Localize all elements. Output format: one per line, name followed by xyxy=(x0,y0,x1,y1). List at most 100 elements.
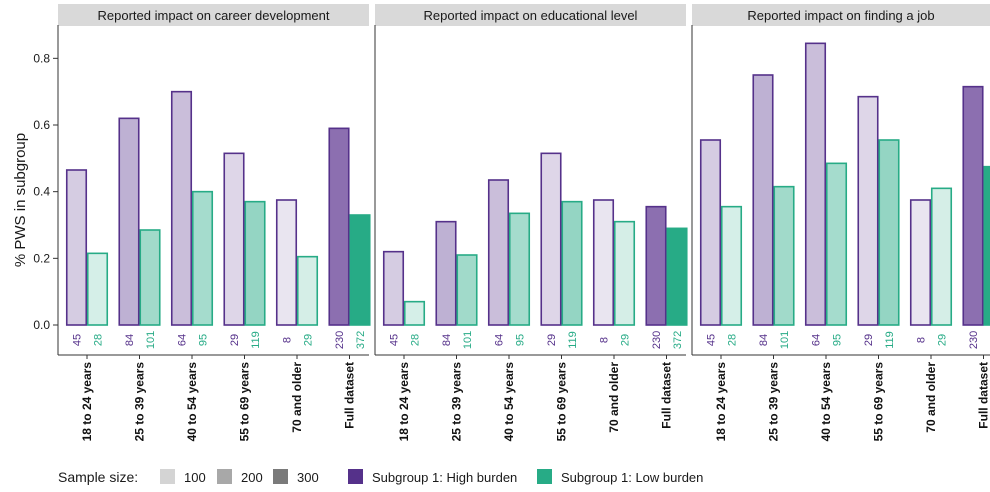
facet-strip xyxy=(692,4,990,26)
sample-size-label: 101 xyxy=(145,331,157,349)
category-label: 40 to 54 years xyxy=(819,362,833,442)
category-label: 25 to 39 years xyxy=(767,362,781,442)
sample-size-label: 29 xyxy=(937,334,949,346)
sample-size-label: 8 xyxy=(282,337,294,343)
category-label: 18 to 24 years xyxy=(80,362,94,442)
category-label: 70 and older xyxy=(607,362,621,433)
sample-size-label: 230 xyxy=(651,331,663,349)
legend-group-label: Subgroup 1: High burden xyxy=(372,470,517,485)
sample-size-label: 29 xyxy=(303,334,315,346)
sample-size-label: 45 xyxy=(389,334,401,346)
category-label: Full dataset xyxy=(660,362,674,429)
sample-size-label: 45 xyxy=(706,334,718,346)
facet-title: Reported impact on career development xyxy=(98,8,330,23)
bar-low-burden xyxy=(983,165,990,326)
bar-high-burden xyxy=(223,152,245,326)
sample-size-label: 119 xyxy=(567,331,579,349)
bar-low-burden xyxy=(773,185,795,326)
sample-size-label: 230 xyxy=(334,331,346,349)
bar-high-burden xyxy=(645,205,667,326)
bar-high-burden xyxy=(170,90,193,326)
bar-low-burden xyxy=(561,200,583,326)
category-label: 40 to 54 years xyxy=(185,362,199,442)
facet-title: Reported impact on educational level xyxy=(424,8,638,23)
legend-size-swatch xyxy=(217,469,232,484)
bar-high-burden xyxy=(275,199,298,326)
bar-high-burden xyxy=(592,199,615,326)
legend-group-label: Subgroup 1: Low burden xyxy=(561,470,703,485)
sample-size-label: 64 xyxy=(177,334,189,346)
sample-size-label: 95 xyxy=(515,334,527,346)
sample-size-label: 95 xyxy=(832,334,844,346)
bar-high-burden xyxy=(752,74,774,326)
y-axis-label: % PWS in subgroup xyxy=(12,133,29,267)
category-label: 18 to 24 years xyxy=(714,362,728,442)
bar-low-burden xyxy=(296,255,319,326)
bar-low-burden xyxy=(720,205,743,326)
sample-size-label: 372 xyxy=(355,331,367,349)
sample-size-label: 8 xyxy=(916,337,928,343)
facet-title: Reported impact on finding a job xyxy=(747,8,934,23)
bar-low-burden xyxy=(878,139,900,326)
category-label: 70 and older xyxy=(290,362,304,433)
facet-strip xyxy=(375,4,686,26)
sample-size-label: 29 xyxy=(229,334,241,346)
legend-size-swatch xyxy=(160,469,175,484)
bar-high-burden xyxy=(487,179,510,326)
bar-high-burden xyxy=(909,199,932,326)
sample-size-label: 29 xyxy=(546,334,558,346)
bar-low-burden xyxy=(456,254,478,326)
y-tick-label: 0.2 xyxy=(33,251,50,265)
bar-low-burden xyxy=(666,227,688,326)
sample-size-label: 84 xyxy=(124,334,136,346)
sample-size-label: 29 xyxy=(620,334,632,346)
category-label: 55 to 69 years xyxy=(238,362,252,442)
bar-low-burden xyxy=(825,162,848,326)
bar-high-burden xyxy=(435,220,457,326)
category-label: 70 and older xyxy=(924,362,938,433)
sample-size-label: 28 xyxy=(410,334,422,346)
sample-size-label: 230 xyxy=(968,331,980,349)
category-label: 25 to 39 years xyxy=(133,362,147,442)
sample-size-label: 101 xyxy=(462,331,474,349)
sample-size-label: 84 xyxy=(441,334,453,346)
bar-high-burden xyxy=(857,95,879,326)
category-label: Full dataset xyxy=(977,362,990,429)
legend-size-title: Sample size: xyxy=(58,469,138,485)
sample-size-label: 29 xyxy=(863,334,875,346)
bar-high-burden xyxy=(118,117,140,326)
sample-size-label: 95 xyxy=(198,334,210,346)
category-label: 18 to 24 years xyxy=(397,362,411,442)
sample-size-label: 28 xyxy=(93,334,105,346)
bar-low-burden xyxy=(930,187,953,326)
bar-low-burden xyxy=(139,229,161,326)
sample-size-label: 64 xyxy=(811,334,823,346)
legend-size-label: 200 xyxy=(241,470,263,485)
legend-size-swatch xyxy=(273,469,288,484)
bar-low-burden xyxy=(349,214,371,326)
bar-high-burden xyxy=(382,250,405,326)
legend-swatch-low-burden xyxy=(537,469,552,484)
bar-low-burden xyxy=(244,200,266,326)
legend-swatch-high-burden xyxy=(348,469,363,484)
sample-size-label: 45 xyxy=(72,334,84,346)
bar-low-burden xyxy=(403,300,426,326)
category-label: 25 to 39 years xyxy=(450,362,464,442)
sample-size-label: 28 xyxy=(727,334,739,346)
category-label: 55 to 69 years xyxy=(555,362,569,442)
bar-low-burden xyxy=(86,252,109,326)
category-label: 40 to 54 years xyxy=(502,362,516,442)
sample-size-label: 119 xyxy=(884,331,896,349)
sample-size-label: 372 xyxy=(672,331,684,349)
bar-high-burden xyxy=(65,169,88,326)
sample-size-label: 119 xyxy=(250,331,262,349)
bar-high-burden xyxy=(804,42,827,326)
bar-low-burden xyxy=(191,190,214,326)
category-label: Full dataset xyxy=(343,362,357,429)
bar-high-burden xyxy=(328,127,350,326)
bar-low-burden xyxy=(613,220,636,326)
sample-size-label: 8 xyxy=(599,337,611,343)
bar-high-burden xyxy=(699,139,722,326)
sample-size-label: 64 xyxy=(494,334,506,346)
